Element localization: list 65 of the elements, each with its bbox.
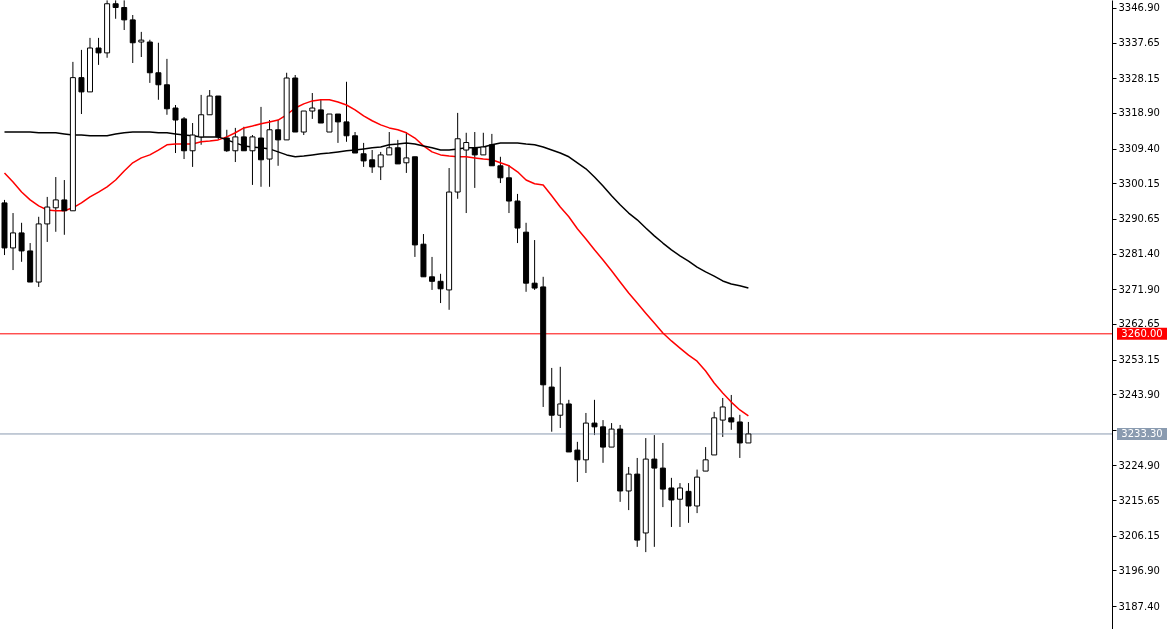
- candlestick: [531, 239, 538, 291]
- candlestick: [112, 0, 119, 20]
- y-tick-label: 3337.65: [1118, 37, 1160, 49]
- candlestick: [78, 49, 85, 115]
- candlestick: [163, 58, 170, 116]
- candlestick: [249, 134, 256, 186]
- y-tick-label: 3290.65: [1118, 213, 1160, 225]
- candlestick: [574, 441, 581, 483]
- candlestick: [52, 176, 59, 233]
- y-tick-label: 3271.90: [1118, 283, 1160, 295]
- y-tick-label: 3262.65: [1118, 318, 1160, 330]
- candlestick: [719, 397, 726, 438]
- y-tick-label: 3215.65: [1118, 494, 1160, 506]
- candlestick: [625, 466, 632, 511]
- candlestick: [497, 156, 504, 184]
- y-tick-label: 3224.90: [1118, 459, 1160, 471]
- candlestick: [591, 399, 598, 436]
- candlestick: [326, 113, 333, 133]
- candlestick: [659, 442, 666, 508]
- candlestick: [394, 139, 401, 165]
- candlestick: [377, 151, 384, 181]
- candlestick: [651, 434, 658, 548]
- candlestick: [343, 81, 350, 143]
- candlestick: [360, 142, 367, 168]
- candlestick: [206, 89, 213, 116]
- ref-line-label: 3260.00: [1121, 327, 1163, 339]
- candlestick: [61, 179, 68, 236]
- candlestick: [18, 222, 25, 263]
- candlestick: [369, 149, 376, 174]
- y-tick-label: 3196.90: [1118, 564, 1160, 576]
- candlestick: [10, 212, 17, 271]
- candlestick: [121, 0, 128, 31]
- candlestick: [95, 37, 102, 66]
- y-tick-label: 3281.40: [1118, 248, 1160, 260]
- candlestick: [44, 196, 51, 243]
- y-tick-label: 3328.15: [1118, 72, 1160, 84]
- candlestick: [702, 446, 709, 472]
- y-tick-label: 3253.15: [1118, 354, 1160, 366]
- y-tick-label: 3318.90: [1118, 107, 1160, 119]
- y-tick-label: 3300.15: [1118, 177, 1160, 189]
- y-tick-label: 3187.40: [1118, 600, 1160, 612]
- candlestick: [676, 482, 683, 528]
- candlestick: [505, 164, 512, 214]
- candlestick: [155, 42, 162, 101]
- y-tick-label: 3309.40: [1118, 143, 1160, 155]
- candlestick: [437, 273, 444, 304]
- candlestick: [668, 477, 675, 528]
- candlestick: [736, 414, 743, 459]
- candlestick: [334, 113, 341, 144]
- candlestick: [300, 110, 307, 136]
- candlestick: [685, 482, 692, 524]
- candlestick: [600, 419, 607, 464]
- y-tick-label: 3243.90: [1118, 388, 1160, 400]
- candlestick: [557, 366, 564, 429]
- candlestick: [608, 422, 615, 448]
- candlestick: [429, 256, 436, 291]
- candlestick: [317, 98, 324, 124]
- candlestick: [745, 421, 752, 444]
- y-tick-label: 3346.90: [1118, 2, 1160, 14]
- candlestick: [309, 92, 316, 120]
- candlestick: [138, 31, 145, 58]
- candlestick: [129, 14, 136, 64]
- ref-line-label: 3233.30: [1121, 427, 1163, 439]
- y-tick-label: 3206.15: [1118, 530, 1160, 542]
- candlestick: [728, 394, 735, 431]
